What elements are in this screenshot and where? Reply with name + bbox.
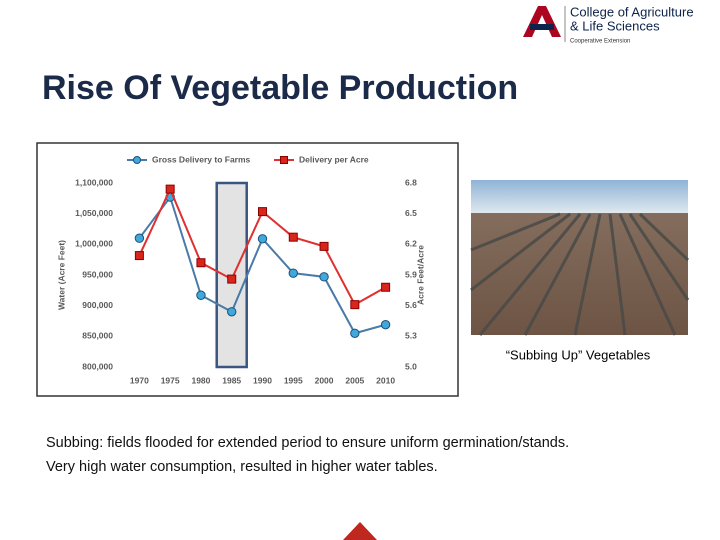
x-tick-label: 2010	[376, 375, 395, 385]
marker	[227, 307, 237, 317]
x-tick-label: 1980	[191, 375, 210, 385]
slide-title: Rise Of Vegetable Production	[42, 69, 518, 107]
marker	[288, 232, 298, 242]
x-tick-label: 1975	[161, 375, 180, 385]
marker	[380, 319, 391, 330]
y2-tick-label: 5.0	[405, 361, 417, 371]
y-tick-label: 1,050,000	[75, 208, 113, 218]
x-tick-label: 1970	[130, 375, 149, 385]
legend-label: Delivery per Acre	[299, 154, 369, 164]
logo: College of Agriculture & Life Sciences C…	[523, 4, 694, 45]
logo-text: & Life Sciences	[570, 18, 660, 33]
marker	[134, 251, 144, 261]
body-text: Subbing: fields flooded for extended per…	[46, 435, 569, 451]
y2-tick-label: 5.6	[405, 300, 417, 310]
marker	[227, 274, 237, 284]
y-tick-label: 900,000	[82, 300, 113, 310]
y-tick-label: 1,000,000	[75, 239, 113, 249]
marker	[288, 268, 298, 278]
photo-caption: “Subbing Up” Vegetables	[506, 347, 651, 362]
x-tick-label: 1995	[284, 375, 303, 385]
marker	[258, 207, 267, 217]
legend-marker	[133, 156, 141, 164]
marker	[381, 282, 391, 292]
legend-label: Gross Delivery to Farms	[152, 154, 251, 164]
x-tick-label: 2000	[315, 375, 334, 385]
marker	[350, 328, 360, 338]
logo-text: College of Agriculture	[570, 4, 694, 19]
marker	[196, 290, 206, 300]
decor-triangle	[343, 522, 377, 540]
logo-text: Cooperative Extension	[570, 39, 630, 45]
y2-tick-label: 6.5	[405, 208, 417, 218]
marker	[165, 184, 175, 194]
y-axis-title: Water (Acre Feet)	[56, 240, 66, 310]
x-tick-label: 1990	[253, 375, 272, 385]
marker	[319, 241, 329, 251]
y-tick-label: 850,000	[82, 331, 113, 341]
x-tick-label: 2005	[345, 375, 364, 385]
marker	[196, 258, 206, 268]
legend-marker	[280, 156, 288, 164]
photo	[470, 180, 690, 336]
body-text: Very high water consumption, resulted in…	[46, 459, 438, 475]
marker	[257, 234, 268, 244]
y-tick-label: 800,000	[82, 361, 113, 371]
y2-tick-label: 6.8	[405, 177, 417, 187]
marker	[134, 233, 145, 243]
x-tick-label: 1985	[222, 375, 241, 385]
y2-axis-title: Acre Feet/Acre	[415, 245, 425, 305]
y-tick-label: 950,000	[82, 269, 113, 279]
marker	[319, 272, 329, 282]
y2-tick-label: 5.3	[405, 331, 417, 341]
chart: 800,000 850,000 900,000 950,000 1,000,000 1,0…	[56, 154, 425, 385]
y2-tick-label: 5.9	[405, 269, 417, 279]
y2-tick-label: 6.2	[405, 239, 417, 249]
marker	[350, 300, 360, 310]
y-tick-label: 1,100,000	[75, 177, 113, 187]
